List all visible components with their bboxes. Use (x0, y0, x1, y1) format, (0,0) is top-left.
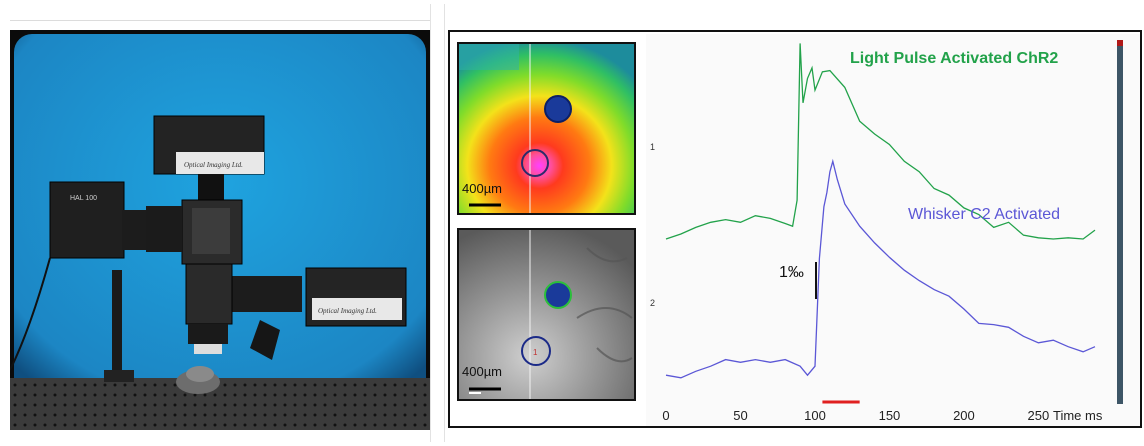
hal-100-lamp (49, 181, 125, 259)
side-camera-label: Optical Imaging Ltd. (318, 307, 377, 315)
series-line-1 (665, 43, 1096, 240)
scale-label-top: 400µm (462, 181, 503, 196)
grayscale-image: 1 (457, 228, 636, 401)
scale-bar-label: 1‰ (779, 264, 804, 281)
x-tick-label: 0 (662, 408, 669, 423)
optical-breadboard (10, 378, 430, 430)
panel-divider-left (430, 4, 431, 442)
x-tick-label: 150 (879, 408, 901, 423)
x-tick-label: 50 (733, 408, 747, 423)
blue-roi-marker-bottom (544, 281, 572, 309)
panel-divider-right (444, 4, 445, 442)
x-tick-label: 200 (953, 408, 975, 423)
top-camera-label: Optical Imaging Ltd. (184, 161, 243, 169)
imaging-rig-photo: HAL 100 Optical Imaging Ltd. Optical Ima… (9, 30, 430, 430)
roi-number: 1 (533, 348, 538, 357)
chart-svg: 0 50 100 150 200 250 Time ms 1 2 (650, 40, 1123, 423)
annotation-chr2: Light Pulse Activated ChR2 (850, 50, 1059, 67)
heatmap-image (457, 42, 636, 215)
activation-heatmap: 400µm (457, 42, 636, 215)
x-tick-label: 100 (804, 408, 826, 423)
annotation-whisker: Whisker C2 Activated (908, 206, 1061, 223)
lamp-label: HAL 100 (70, 195, 97, 202)
y-tick-label: 2 (650, 298, 655, 308)
y-tick-label: 1 (650, 142, 655, 152)
scale-label-bottom: 400µm (462, 364, 503, 379)
rig-illustration: HAL 100 Optical Imaging Ltd. Optical Ima… (9, 30, 430, 430)
results-panel: 400µm 1 400µm (448, 30, 1142, 428)
left-panel-border (10, 20, 430, 21)
pink-roi-marker (521, 149, 549, 177)
vascular-image: 1 400µm (457, 228, 636, 401)
roi-circle-1 (521, 336, 551, 366)
x-tick-label: 250 (1028, 408, 1050, 423)
blue-roi-marker (544, 95, 572, 123)
x-axis-label: Time ms (1053, 408, 1103, 423)
series-line-2 (665, 158, 1096, 379)
time-course-chart: 0 50 100 150 200 250 Time ms 1 2 Light Pulse Act… (646, 34, 1140, 426)
